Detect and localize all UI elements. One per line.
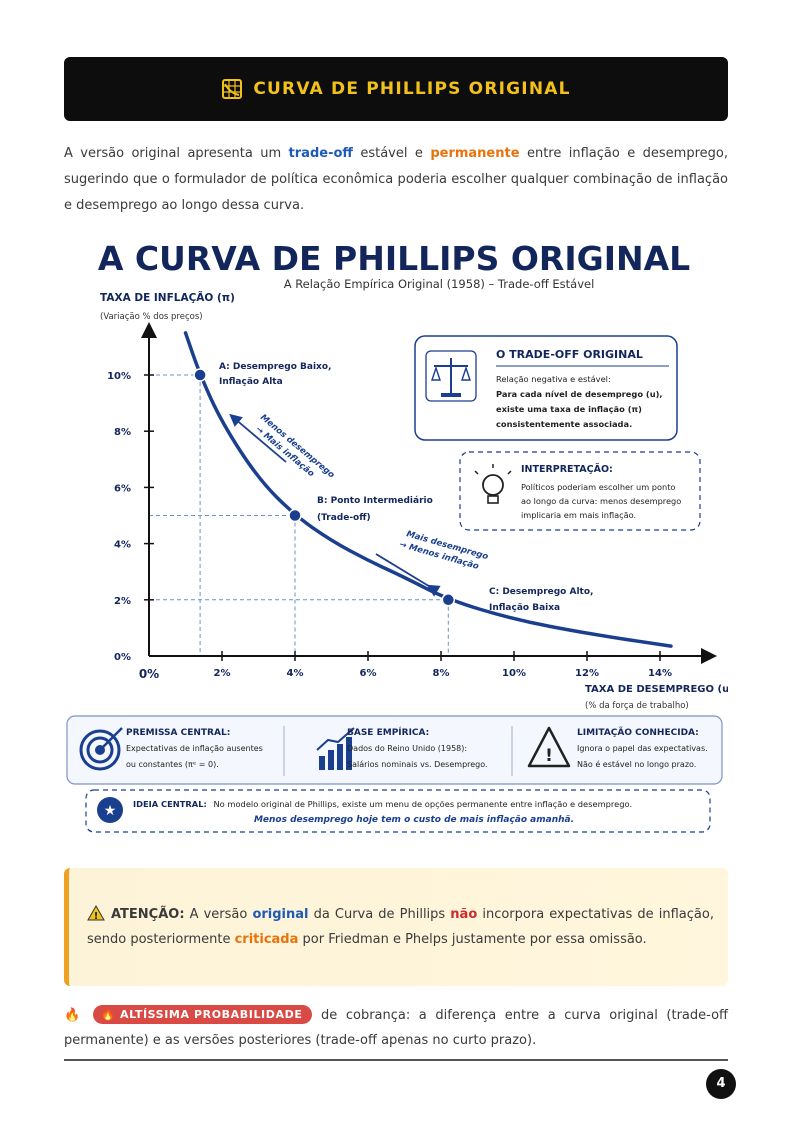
- x-axis-title: TAXA DE DESEMPREGO (u): [585, 684, 728, 695]
- x-tick-label: 4%: [287, 668, 304, 679]
- attention-callout: ! ATENÇÃO: A versão original da Curva de …: [64, 868, 728, 986]
- premise-text: Expectativas de inflação ausentes ou con…: [126, 744, 265, 769]
- chart-tick-labels: 0% 2% 4% 6% 8% 10% 0% 2% 4% 6% 8% 10% 12% 14%: [107, 371, 672, 681]
- trade-off-box-title: O TRADE-OFF ORIGINAL: [496, 348, 643, 361]
- keyword-original: original: [252, 907, 309, 922]
- trade-off-box: O TRADE-OFF ORIGINAL Relação negativa e …: [414, 335, 678, 441]
- x-tick-label: 0%: [139, 667, 159, 681]
- y-tick-label: 10%: [107, 371, 131, 382]
- section-header: CURVA DE PHILLIPS ORIGINAL: [64, 57, 728, 121]
- attention-fragment: A versão: [184, 907, 253, 922]
- attention-fragment: da Curva de Phillips: [308, 907, 451, 922]
- warning-icon: !: [87, 904, 105, 922]
- empirical-base-text: Dados do Reino Unido (1958): Salários no…: [347, 744, 488, 769]
- keyword-nao: não: [450, 907, 478, 922]
- probability-text: de cobrança: a diferença entre a curva o…: [64, 1008, 728, 1048]
- central-idea-text: IDEIA CENTRAL: No modelo original de Phi…: [133, 799, 632, 809]
- section-title: CURVA DE PHILLIPS ORIGINAL: [253, 79, 571, 99]
- x-tick-label: 10%: [502, 668, 526, 679]
- interpretation-box-title: INTERPRETAÇÃO:: [521, 464, 613, 475]
- page-number: 4: [706, 1069, 736, 1099]
- empirical-base-title: BASE EMPÍRICA:: [347, 726, 429, 738]
- chart-grid: [149, 374, 449, 656]
- phillips-curve: [183, 331, 673, 648]
- figure-title: A CURVA DE PHILLIPS ORIGINAL: [98, 239, 690, 278]
- y-tick-label: 4%: [114, 540, 131, 551]
- point-c-label: C: Desemprego Alto, Inflação Baixa: [489, 587, 593, 613]
- svg-text:!: !: [545, 746, 553, 766]
- y-tick-label: 6%: [114, 483, 131, 494]
- y-axis-subtitle: (Variação % dos preços): [100, 312, 203, 322]
- central-idea-box: ★ IDEIA CENTRAL: No modelo original de P…: [85, 789, 711, 833]
- intro-text: A versão original apresenta um: [64, 146, 289, 161]
- footer-divider: [64, 1059, 728, 1061]
- y-tick-label: 0%: [114, 652, 131, 663]
- y-axis-title: TAXA DE INFLAÇÃO (π): [100, 291, 235, 304]
- x-tick-label: 14%: [648, 668, 672, 679]
- fire-icon: 🔥: [64, 1008, 85, 1023]
- y-tick-label: 8%: [114, 427, 131, 438]
- interpretation-box: INTERPRETAÇÃO: Políticos poderiam escolh…: [459, 451, 701, 531]
- star-icon: ★: [104, 803, 117, 819]
- probability-badge: 🔥 ALTÍSSIMA PROBABILIDADE: [93, 1005, 313, 1024]
- arrow-less-unemployment: [229, 413, 287, 463]
- figure-subtitle: A Relação Empírica Original (1958) – Tra…: [284, 277, 595, 291]
- lightbulb-icon: [474, 464, 512, 504]
- point-a: [193, 368, 207, 382]
- arrow-more-unemployment-label: Mais desemprego→ Menos inflação: [398, 528, 489, 574]
- phillips-curve-figure: A CURVA DE PHILLIPS ORIGINAL A Relação E…: [66, 239, 728, 833]
- premise-title: PREMISSA CENTRAL:: [126, 728, 230, 738]
- svg-text:!: !: [94, 911, 99, 921]
- keyword-permanente: permanente: [430, 146, 520, 161]
- point-c: [441, 593, 456, 607]
- limitation-title: LIMITAÇÃO CONHECIDA:: [577, 727, 699, 738]
- target-icon: [79, 727, 123, 771]
- y-tick-label: 2%: [114, 596, 131, 607]
- chart-axes: [141, 322, 717, 664]
- keyword-trade-off: trade-off: [288, 146, 353, 161]
- central-idea-emphasis: Menos desemprego hoje tem o custo de mai…: [254, 815, 574, 825]
- chart-points: [193, 368, 456, 607]
- interpretation-box-text: Políticos poderiam escolher um ponto ao …: [521, 482, 684, 520]
- arrow-more-unemployment: [375, 553, 441, 597]
- point-b: [288, 508, 302, 523]
- attention-label: ATENÇÃO:: [111, 907, 185, 922]
- chart-icon: [222, 79, 243, 99]
- attention-fragment: por Friedman e Phelps justamente por ess…: [298, 932, 647, 947]
- probability-badge-label: ALTÍSSIMA PROBABILIDADE: [119, 1008, 303, 1021]
- bar-chart-icon: [316, 727, 355, 770]
- attention-fragment: incorpora expectativas de inflação, send…: [87, 907, 714, 947]
- point-b-label: B: Ponto Intermediário (Trade-off): [317, 496, 433, 523]
- attention-text: ! ATENÇÃO: A versão original da Curva de …: [87, 902, 714, 952]
- intro-paragraph: A versão original apresenta um trade-off…: [64, 141, 728, 219]
- x-axis-subtitle: (% da força de trabalho): [585, 701, 689, 711]
- limitation-text: Ignora o papel das expectativas. Não é e…: [577, 744, 710, 769]
- keyword-criticada: criticada: [234, 932, 299, 947]
- probability-note: 🔥 🔥 ALTÍSSIMA PROBABILIDADE de cobrança:…: [64, 1003, 728, 1053]
- intro-text: estável e: [352, 146, 431, 161]
- arrow-less-unemployment-label: Menos desemprego→ Mais inflação: [250, 413, 336, 490]
- curve-line: [183, 331, 673, 648]
- scale-icon: [425, 350, 477, 402]
- x-tick-label: 12%: [575, 668, 599, 679]
- x-tick-label: 8%: [433, 668, 450, 679]
- fire-icon: 🔥: [101, 1008, 116, 1021]
- point-a-label: A: Desemprego Baixo, Inflação Alta: [219, 362, 331, 387]
- x-tick-label: 2%: [214, 668, 231, 679]
- intro-text: entre inflação e desemprego, sugerindo q…: [64, 146, 728, 213]
- trade-off-box-text: Relação negativa e estável: Para cada ní…: [496, 374, 665, 429]
- x-tick-label: 6%: [360, 668, 377, 679]
- premises-panel: PREMISSA CENTRAL: Expectativas de inflaç…: [66, 715, 723, 785]
- warning-icon: !: [527, 726, 571, 768]
